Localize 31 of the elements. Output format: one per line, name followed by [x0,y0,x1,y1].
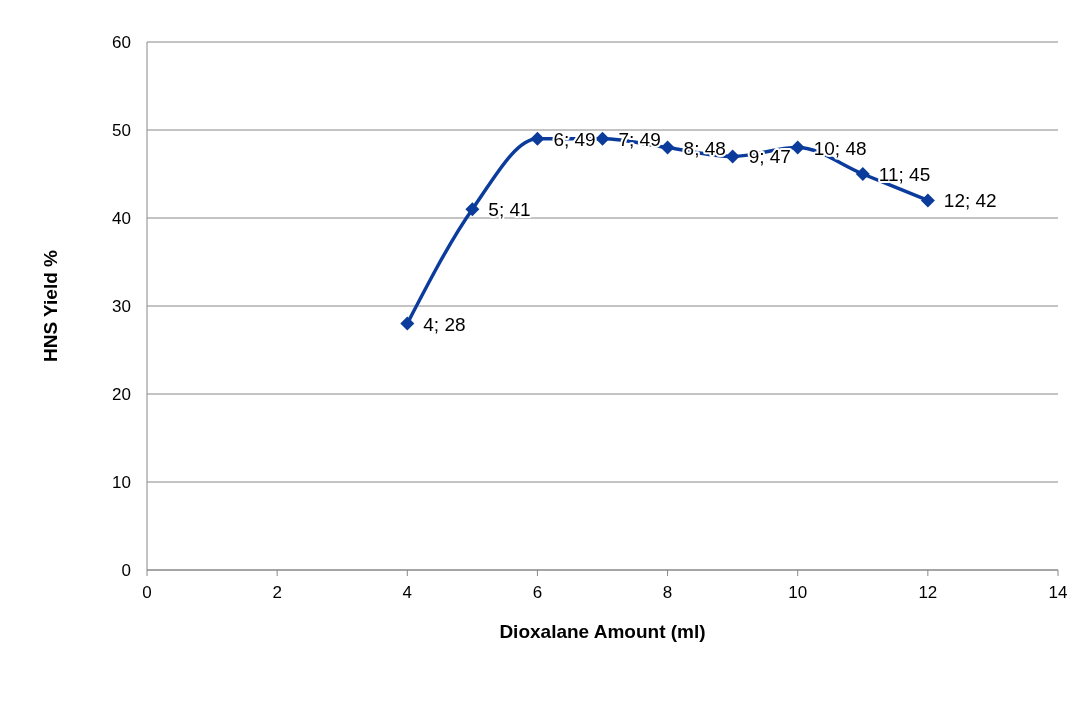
y-tick-label: 40 [112,209,131,229]
y-tick-label: 20 [112,385,131,405]
x-tick-label: 0 [142,583,152,603]
data-label: 5; 41 [488,199,531,221]
point [855,167,870,181]
x-tick-label: 10 [788,583,808,603]
data-label: 12; 42 [943,190,997,212]
x-tick-label: 14 [1048,583,1068,603]
x-tick-label: 12 [918,583,938,603]
y-tick-label: 30 [112,297,131,317]
point [790,140,805,155]
y-tick-label: 50 [112,121,131,141]
point [595,131,610,146]
data-label: 4; 28 [423,313,466,335]
point [400,316,415,331]
x-tick-label: 8 [662,583,673,603]
data-label: 11; 45 [878,164,931,185]
point [920,193,935,208]
y-axis-title: HNS Yield % [39,249,61,362]
y-tick-label: 0 [121,561,131,581]
data-label: 10; 48 [813,137,867,159]
point [465,202,480,217]
x-tick-label: 2 [272,583,282,603]
y-tick-label: 10 [112,473,131,493]
x-tick-label: 4 [402,583,413,603]
point [660,140,675,155]
x-tick-label: 6 [532,583,543,603]
point [725,149,740,164]
x-axis-title: Dioxalane Amount (ml) [499,621,706,642]
point [530,131,545,146]
y-tick-label: 60 [112,33,131,53]
